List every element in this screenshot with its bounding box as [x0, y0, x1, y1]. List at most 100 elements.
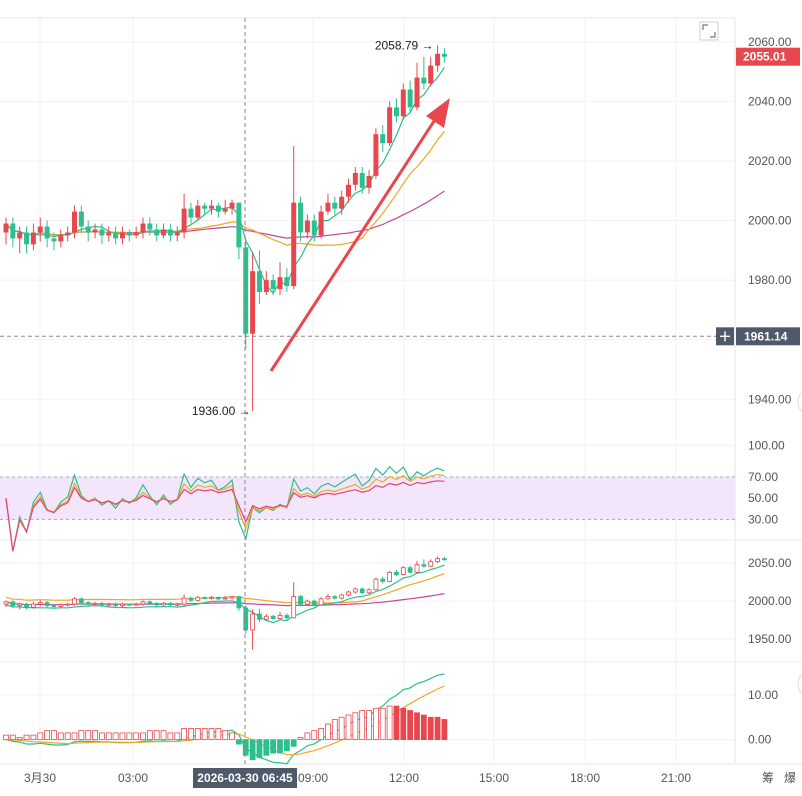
macd-bar	[427, 716, 434, 741]
macd-bar	[352, 712, 359, 741]
candle-body	[85, 226, 91, 233]
axis-tick-label: 2000.00	[748, 214, 792, 228]
macd-bar	[434, 716, 441, 741]
time-tick-label: 15:00	[479, 771, 509, 785]
sub-candle-body	[400, 567, 406, 575]
candle-body	[167, 229, 173, 236]
candle-body	[387, 107, 393, 144]
macd-bar	[372, 707, 379, 741]
sub-candle-body	[174, 603, 180, 606]
sub-candle-body	[366, 589, 372, 594]
sub-candle-body	[24, 603, 29, 608]
candles	[3, 45, 447, 650]
sub-candle-body	[154, 602, 160, 606]
time-axis: 3月30 03:00 09:00 12:00 15:00 18:00 21:00 2026-0…	[24, 768, 796, 788]
macd-bar	[92, 730, 98, 741]
low-annotation: 1936.00 →	[192, 404, 251, 418]
macd-bar	[270, 739, 277, 754]
candle-body	[284, 277, 290, 287]
candle-body	[181, 208, 187, 233]
last-price-label: 2055.01	[743, 50, 787, 64]
candle-body	[243, 247, 249, 334]
macd-bar	[277, 739, 283, 754]
sub-candle-body	[78, 598, 84, 604]
candle-body	[58, 235, 64, 242]
sub-candle-body	[407, 567, 413, 573]
macd-bar	[51, 730, 57, 741]
sub-candle-body	[277, 615, 283, 619]
axis-tick-label: 2050.00	[748, 556, 792, 570]
time-tick-label: 09:00	[298, 771, 328, 785]
candle-body	[380, 134, 386, 144]
macd-bar	[345, 714, 352, 741]
candle-body	[400, 89, 406, 117]
candle-body	[126, 232, 132, 236]
candle-body	[393, 107, 399, 117]
time-tick-label: 21:00	[661, 771, 691, 785]
macd-bar	[146, 730, 153, 741]
macd-bar	[174, 732, 181, 741]
candle-body	[311, 220, 317, 236]
macd-histogram	[3, 705, 448, 761]
macd-bar	[290, 739, 297, 747]
sub-candle-body	[65, 603, 71, 606]
macd-bar	[338, 716, 345, 741]
sub-candle-body	[120, 603, 125, 607]
candle-body	[256, 271, 262, 293]
side-handle	[797, 673, 802, 695]
candle-body	[421, 77, 427, 84]
candle-body	[154, 229, 160, 236]
sub-candle-body	[428, 561, 434, 567]
sub-candle-body	[167, 602, 173, 606]
candle-body	[236, 202, 242, 248]
macd-bar	[441, 719, 448, 741]
candle-body	[215, 205, 221, 212]
candle-body	[304, 220, 310, 233]
sub-candle-body	[209, 596, 214, 599]
macd-bar	[201, 728, 208, 741]
macd-bar	[311, 730, 318, 741]
axis-tick-label: 2020.00	[748, 154, 792, 168]
candle-body	[202, 205, 208, 209]
candle-body	[209, 205, 214, 209]
candle-body	[250, 271, 256, 334]
sub-candle-body	[441, 558, 447, 561]
sub-candle-body	[99, 602, 105, 606]
sub-candle-body	[263, 615, 269, 620]
candle-body	[373, 134, 379, 176]
sub-candle-body	[202, 596, 208, 599]
macd-bar	[126, 732, 133, 741]
price-axis: 1940.00 1980.00 2000.00 2020.00 2040.00 2060.…	[716, 35, 800, 747]
axis-tick-label: 1980.00	[748, 273, 792, 287]
sub-candle-body	[318, 598, 324, 606]
fullscreen-icon-corner	[710, 32, 716, 38]
macd-bar	[414, 712, 420, 741]
sub-candle-body	[147, 601, 153, 604]
macd-bar	[242, 739, 249, 756]
time-tick-label: 3月30	[24, 771, 56, 785]
footer-icon[interactable]: 爆	[784, 771, 796, 785]
candle-body	[263, 280, 269, 293]
sub-candle-body	[106, 603, 112, 606]
candle-body	[3, 223, 9, 233]
sub-candle-body	[85, 602, 91, 605]
trend-arrow-head	[426, 98, 450, 128]
footer-icon[interactable]: 筹	[762, 771, 774, 785]
sub-candle-body	[92, 602, 98, 605]
candle-body	[229, 202, 235, 209]
macd-bar	[235, 739, 242, 745]
macd-bar	[359, 710, 366, 741]
macd-bar	[331, 719, 338, 741]
macd-bar	[105, 732, 112, 741]
candle-body	[10, 223, 16, 239]
candle-body	[195, 205, 201, 218]
sub-candle-body	[394, 571, 399, 575]
sub-candle-body	[414, 564, 420, 573]
macd-bar	[400, 707, 407, 741]
candle-body	[133, 232, 139, 236]
candle-body	[318, 211, 324, 236]
macd-bar	[16, 736, 23, 741]
axis-tick-label: 30.00	[748, 512, 778, 526]
macd-bar	[297, 736, 304, 741]
